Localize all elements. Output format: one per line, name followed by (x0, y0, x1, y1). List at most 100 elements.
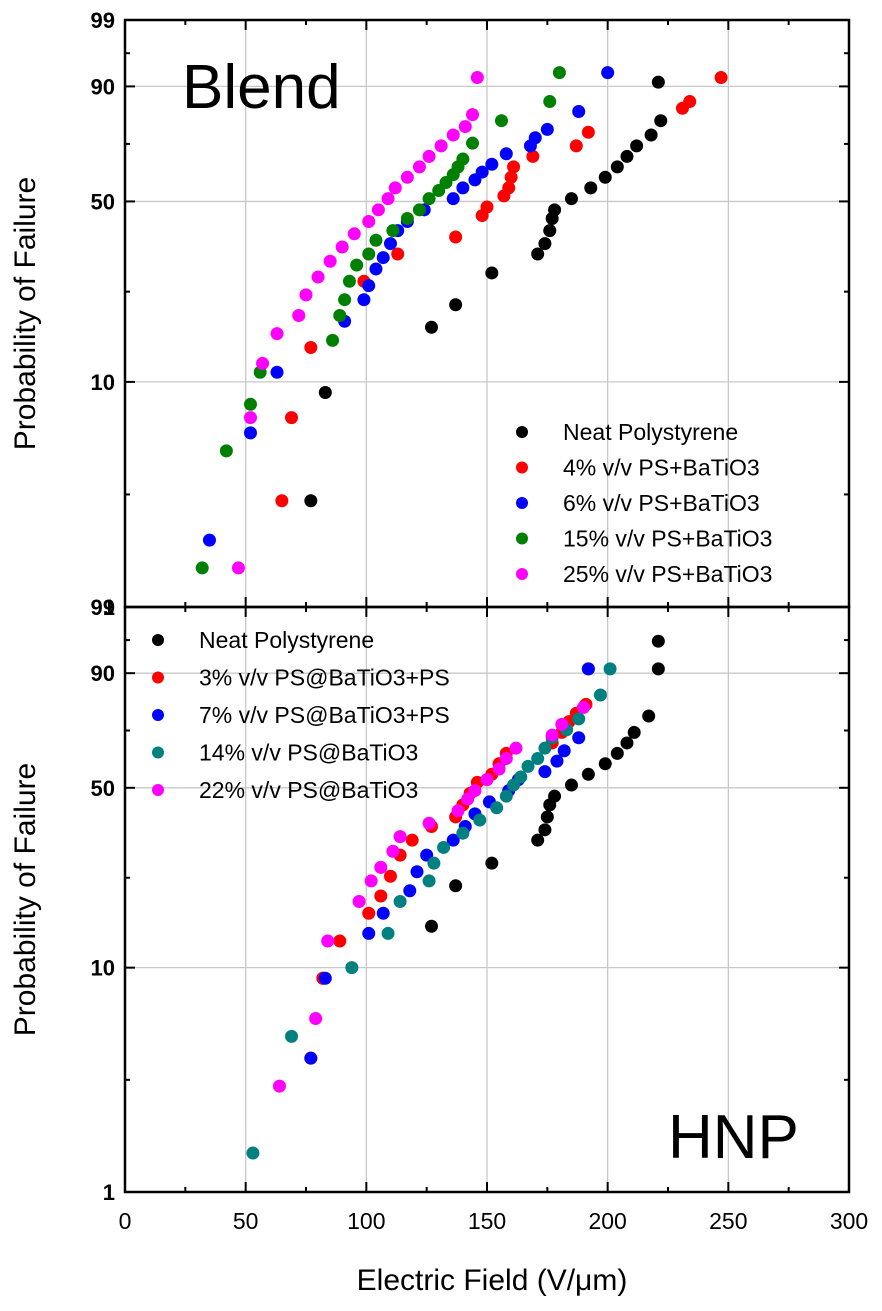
series-4 (246, 662, 617, 1160)
series-3 (202, 66, 615, 547)
data-point (521, 759, 535, 773)
y-tick-label: 90 (91, 74, 115, 99)
data-point (480, 773, 494, 787)
data-point (548, 789, 562, 803)
y-tick-label: 99 (91, 8, 115, 33)
data-point (243, 411, 257, 425)
data-point (338, 293, 352, 307)
data-point (456, 152, 470, 166)
data-point (620, 149, 634, 163)
data-point (275, 494, 289, 508)
data-point (456, 181, 470, 195)
data-point (466, 108, 480, 122)
x-tick-label: 250 (709, 1208, 747, 1234)
data-point (581, 125, 595, 139)
data-point (391, 247, 405, 261)
data-point (424, 919, 438, 933)
data-point (543, 224, 557, 238)
data-point (256, 356, 270, 370)
data-point (342, 274, 356, 288)
data-point (569, 139, 583, 153)
legend-marker (516, 461, 528, 474)
legend-entry: 25% v/v PS+BaTiO3 (563, 561, 772, 587)
data-point (285, 1029, 299, 1043)
data-point (581, 767, 595, 781)
data-point (335, 240, 349, 254)
series-5 (231, 71, 484, 575)
data-point (318, 386, 332, 400)
data-point (548, 203, 562, 217)
data-point (374, 860, 388, 874)
legend-entry: 7% v/v PS@BaTiO3+PS (199, 702, 450, 728)
panel-blend: 1 10 50 90 99 Probability of Failure Blend Neat… (9, 8, 851, 620)
series-5 (272, 700, 591, 1093)
data-point (333, 934, 347, 948)
data-point (526, 149, 540, 163)
y-tick-label: 1 (103, 595, 115, 620)
data-point (362, 926, 376, 940)
data-point (528, 131, 542, 145)
data-point (347, 227, 361, 241)
data-point (499, 147, 513, 161)
data-point (219, 444, 233, 458)
data-point (584, 181, 598, 195)
series-1 (316, 634, 665, 985)
data-point (371, 203, 385, 217)
legend-marker (152, 671, 164, 684)
y-tick-label: 10 (91, 956, 115, 981)
data-point (243, 426, 257, 440)
data-point (514, 770, 528, 784)
legend-marker (152, 784, 164, 796)
data-point (509, 741, 523, 755)
data-point (538, 765, 552, 779)
data-point (202, 533, 216, 547)
data-point (422, 149, 436, 163)
data-point (427, 856, 441, 870)
data-point (383, 237, 397, 251)
legend-marker (516, 426, 528, 438)
data-point (603, 662, 617, 676)
data-point (630, 139, 644, 153)
data-point (499, 752, 513, 766)
data-point (651, 634, 665, 648)
data-point (550, 754, 564, 768)
legend-marker (516, 497, 528, 509)
x-tick-label: 50 (233, 1208, 259, 1234)
data-point (552, 66, 566, 80)
data-point (412, 203, 426, 217)
data-point (195, 561, 209, 575)
data-point (555, 717, 569, 731)
data-point (270, 327, 284, 341)
legend-entry: 4% v/v PS+BaTiO3 (563, 455, 760, 481)
data-point (304, 494, 318, 508)
legend-entry: 14% v/v PS@BaTiO3 (199, 740, 418, 766)
data-point (492, 762, 506, 776)
data-point (352, 894, 366, 908)
data-point (572, 104, 586, 118)
x-tick-label: 100 (347, 1208, 385, 1234)
data-point (683, 95, 697, 109)
data-point (410, 865, 424, 879)
data-point (326, 333, 340, 347)
data-point (400, 212, 414, 226)
data-point (564, 192, 578, 206)
data-point (422, 874, 436, 888)
data-point (437, 840, 451, 854)
data-point (364, 874, 378, 888)
data-point (620, 736, 634, 750)
data-point (383, 869, 397, 883)
data-point (456, 826, 470, 840)
data-point (468, 784, 482, 798)
data-point (318, 971, 332, 985)
data-point (572, 731, 586, 745)
x-tick-label: 150 (468, 1208, 506, 1234)
data-point (572, 712, 586, 726)
legend-marker (152, 709, 164, 721)
y-tick-label: 50 (91, 189, 115, 214)
data-point (357, 293, 371, 307)
data-point (304, 341, 318, 355)
data-point (376, 906, 390, 920)
data-point (507, 160, 521, 174)
data-point (598, 757, 612, 771)
